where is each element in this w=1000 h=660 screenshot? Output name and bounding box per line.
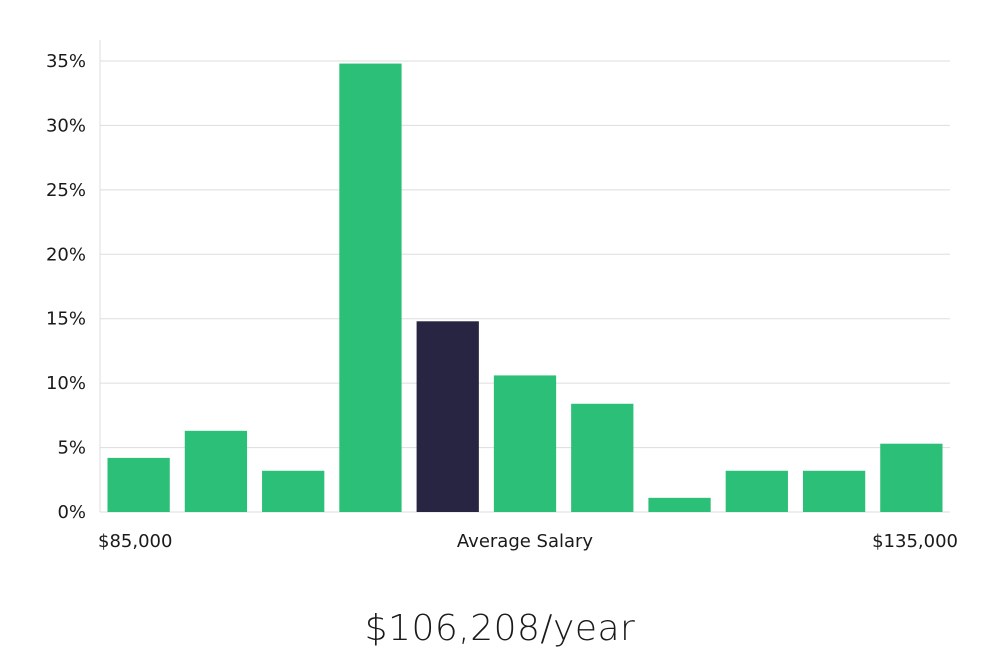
y-tick-label: 5% bbox=[57, 438, 86, 459]
bar bbox=[107, 457, 170, 512]
bar bbox=[416, 321, 479, 512]
y-tick-label: 0% bbox=[57, 502, 86, 523]
bar bbox=[262, 470, 325, 512]
bar bbox=[339, 63, 402, 512]
x-axis-title: Average Salary bbox=[457, 531, 594, 552]
y-tick-label: 30% bbox=[46, 115, 86, 136]
bar bbox=[880, 443, 943, 512]
bar bbox=[184, 430, 248, 512]
bar bbox=[725, 470, 788, 512]
bar bbox=[493, 375, 557, 512]
x-min-label: $85,000 bbox=[98, 531, 172, 552]
x-max-label: $135,000 bbox=[872, 531, 958, 552]
y-tick-label: 20% bbox=[46, 244, 86, 265]
y-tick-label: 10% bbox=[46, 373, 86, 394]
salary-histogram: 0% 5% 10% 15% 20% 25% 30% 35% $85,000 Average Sal… bbox=[46, 40, 958, 552]
average-salary-value: $106,208/year bbox=[364, 608, 636, 649]
bar bbox=[571, 403, 634, 512]
bar bbox=[648, 497, 711, 512]
bar bbox=[802, 470, 866, 512]
y-tick-label: 15% bbox=[46, 309, 86, 330]
y-tick-label: 35% bbox=[46, 51, 86, 72]
y-tick-label: 25% bbox=[46, 180, 86, 201]
